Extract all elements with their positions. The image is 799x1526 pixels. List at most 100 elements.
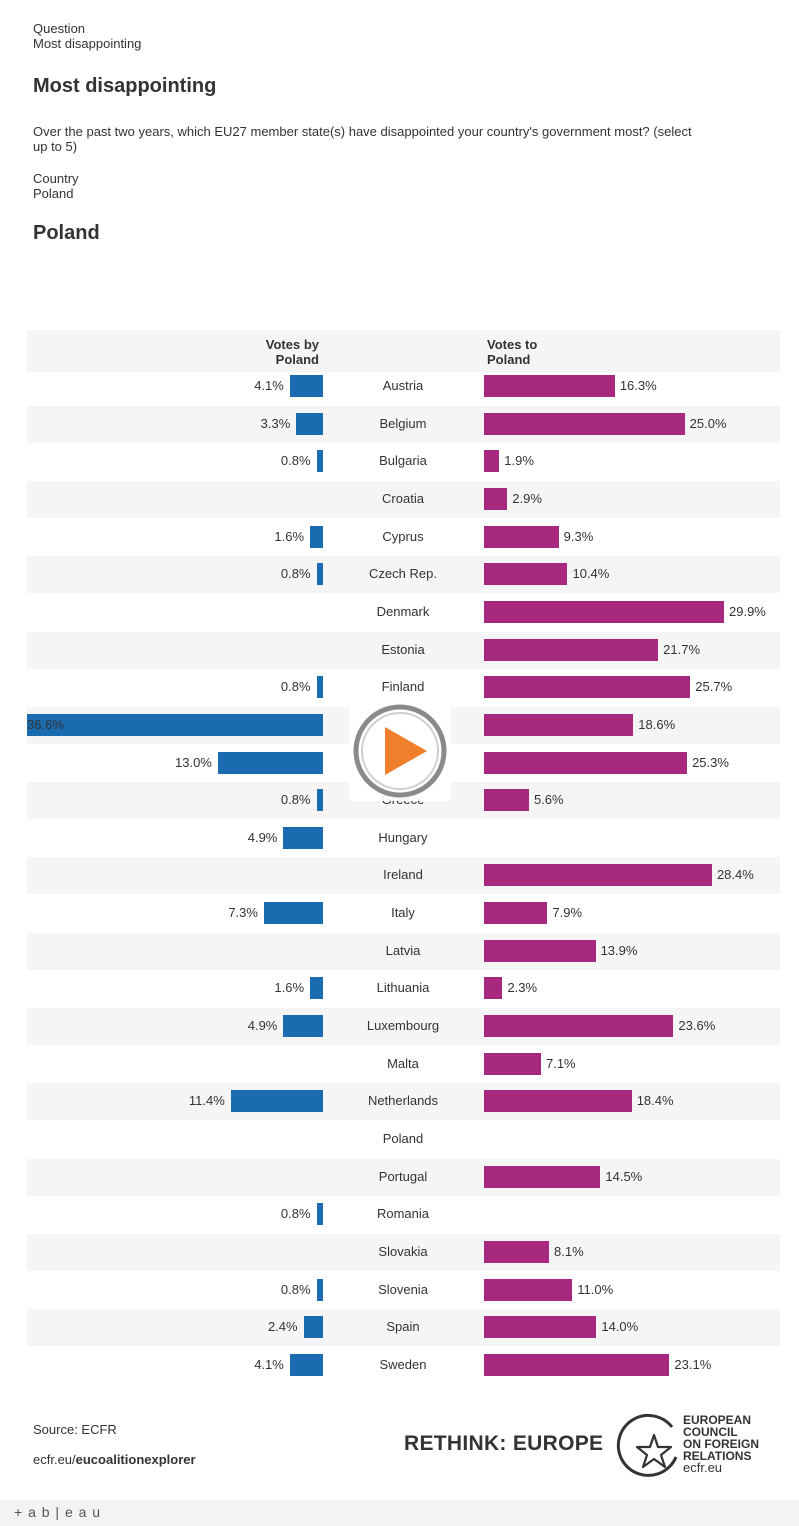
question-text: Over the past two years, which EU27 memb… (33, 124, 692, 154)
bar-votes-to[interactable] (484, 1353, 670, 1376)
label-votes-to: 7.9% (552, 905, 583, 921)
label-votes-by: 0.8% (280, 453, 311, 469)
label-votes-by: 0.8% (280, 792, 311, 808)
bar-votes-by[interactable] (283, 826, 323, 849)
bar-votes-to[interactable] (484, 1278, 573, 1301)
right-series-header: Votes to Poland (487, 337, 538, 367)
country-label: Belgium (379, 415, 427, 431)
label-votes-by: 4.1% (254, 378, 284, 393)
bar-votes-to[interactable] (484, 487, 508, 510)
bar-votes-to[interactable] (484, 1052, 541, 1075)
label-votes-to: 29.9% (729, 603, 766, 619)
link-bold: eucoalitionexplorer (75, 1452, 196, 1467)
ecfr-url: ecfr.eu (683, 1460, 723, 1475)
country-label: Sweden (379, 1356, 427, 1372)
country-label: Hungary (378, 829, 428, 845)
bar-votes-to[interactable] (484, 939, 596, 962)
label-votes-by: 3.3% (260, 415, 291, 431)
label-votes-by: 0.8% (280, 566, 311, 582)
bar-votes-to[interactable] (484, 864, 712, 887)
bar-votes-by[interactable] (27, 713, 323, 736)
bar-votes-by[interactable] (310, 525, 323, 548)
country-label: Latvia (385, 942, 421, 958)
bar-votes-by[interactable] (316, 563, 323, 586)
bar-votes-by[interactable] (296, 412, 323, 435)
chart-header-band (27, 330, 780, 372)
bar-votes-to[interactable] (484, 638, 659, 661)
ecfr-line-3: ON FOREIGN (683, 1437, 760, 1451)
bar-votes-by[interactable] (289, 375, 323, 397)
bar-votes-to[interactable] (484, 1165, 601, 1188)
label-votes-to: 9.3% (563, 528, 594, 544)
ecfr-logo-text: EUROPEAN COUNCIL ON FOREIGN RELATIONS ec… (683, 1414, 759, 1474)
bar-votes-to[interactable] (484, 563, 568, 586)
bar-votes-to[interactable] (484, 450, 500, 473)
play-icon[interactable] (349, 701, 451, 801)
label-votes-by: 0.8% (280, 1206, 311, 1222)
bar-votes-to[interactable] (484, 1240, 550, 1263)
ecfr-line-1: EUROPEAN (683, 1413, 752, 1427)
bar-votes-by[interactable] (316, 676, 323, 699)
ecfr-star-logo-icon (616, 1413, 678, 1477)
bar-votes-by[interactable] (316, 789, 323, 812)
page-title: Most disappointing (33, 75, 217, 97)
bar-votes-by[interactable] (316, 450, 323, 473)
label-votes-by: 4.9% (247, 829, 278, 845)
question-filter-value[interactable]: Most disappointing (33, 36, 142, 51)
bar-votes-by[interactable] (316, 1203, 323, 1226)
country-label: Romania (376, 1206, 430, 1222)
country-label: Italy (391, 905, 415, 921)
source-note: Source: ECFR (33, 1422, 117, 1437)
bar-votes-to[interactable] (484, 676, 691, 699)
bar-votes-to[interactable] (484, 525, 559, 548)
label-votes-to: 2.9% (512, 490, 542, 506)
bar-votes-to[interactable] (484, 1316, 597, 1339)
bar-votes-by[interactable] (303, 1316, 323, 1339)
bar-votes-to[interactable] (484, 412, 685, 435)
label-votes-to: 5.6% (533, 792, 564, 808)
row-band (27, 932, 780, 970)
bar-votes-to[interactable] (484, 713, 634, 736)
label-votes-to: 18.6% (638, 716, 676, 732)
country-heading: Poland (33, 222, 100, 244)
label-votes-to: 21.7% (663, 641, 701, 657)
bar-votes-by[interactable] (217, 751, 323, 774)
play-overlay[interactable] (349, 701, 451, 801)
label-votes-by: 4.9% (247, 1018, 278, 1034)
label-votes-to: 1.9% (504, 453, 534, 469)
bar-votes-by[interactable] (230, 1090, 323, 1113)
bar-votes-to[interactable] (484, 600, 724, 623)
bar-votes-by[interactable] (310, 977, 323, 1000)
bar-votes-to[interactable] (484, 1015, 674, 1038)
bar-votes-to[interactable] (484, 977, 503, 1000)
country-filter-label: Country (33, 171, 79, 186)
explorer-link[interactable]: ecfr.eu/eucoalitionexplorer (33, 1452, 196, 1467)
bar-votes-to[interactable] (484, 1090, 632, 1113)
label-votes-by: 11.4% (188, 1093, 225, 1109)
label-votes-by: 0.8% (280, 679, 311, 695)
label-votes-by: 1.6% (274, 980, 305, 996)
label-votes-to: 2.3% (507, 980, 538, 996)
label-votes-to: 25.0% (689, 415, 727, 431)
bar-votes-by[interactable] (283, 1015, 323, 1038)
country-label: Slovakia (378, 1243, 428, 1259)
country-label: Croatia (382, 490, 424, 506)
label-votes-by: 0.8% (280, 1281, 311, 1297)
label-votes-by: 36.6% (27, 716, 64, 732)
tableau-logo[interactable]: + a b | e a u (14, 1504, 102, 1520)
bar-votes-by[interactable] (316, 1278, 323, 1301)
bar-votes-by[interactable] (263, 902, 323, 925)
bar-votes-by[interactable] (289, 1353, 323, 1376)
country-filter-value[interactable]: Poland (33, 186, 74, 201)
country-label: Lithuania (376, 980, 430, 996)
bar-votes-to[interactable] (484, 902, 548, 925)
bar-votes-to[interactable] (484, 375, 615, 397)
bar-votes-to[interactable] (484, 789, 529, 812)
label-votes-by: 13.0% (175, 754, 212, 770)
label-votes-by: 4.1% (254, 1356, 284, 1372)
country-label: Estonia (381, 641, 425, 657)
butterfly-bar-chart: Votes by Poland Votes to Poland Austria 4… (27, 330, 780, 1390)
label-votes-to: 23.1% (674, 1356, 712, 1372)
row-band (27, 1158, 780, 1196)
bar-votes-to[interactable] (484, 751, 688, 774)
